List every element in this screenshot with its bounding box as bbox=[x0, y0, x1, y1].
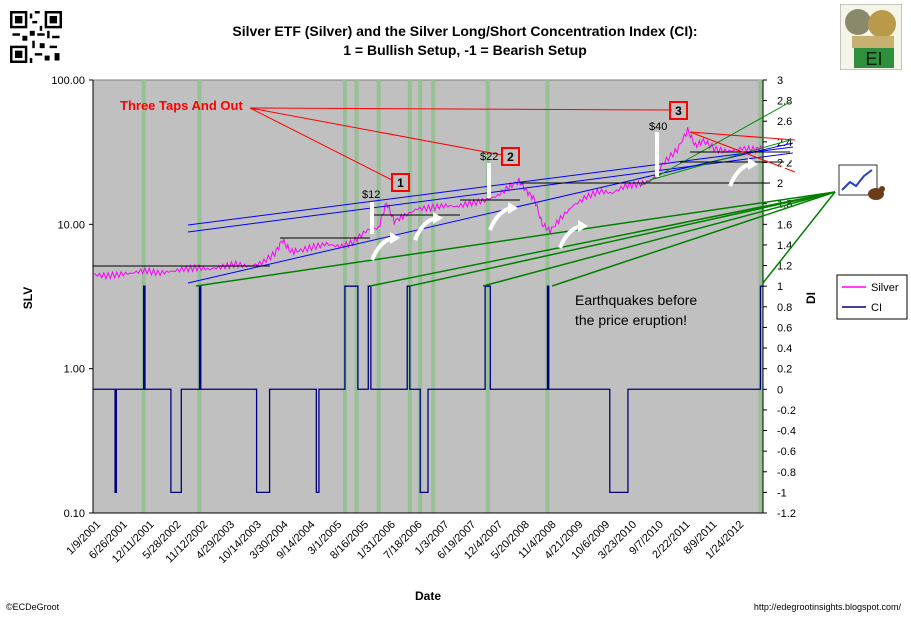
annotation-pointer-line bbox=[689, 131, 796, 141]
earthquakes-label: Earthquakes before bbox=[575, 292, 697, 308]
price-label: $40 bbox=[649, 121, 667, 133]
right-tick-label: 1.4 bbox=[777, 240, 792, 252]
right-tick-label: -1 bbox=[777, 487, 787, 499]
footer-url: http://edegrootinsights.blogspot.com/ bbox=[753, 602, 901, 612]
tap-number-box bbox=[669, 101, 688, 120]
left-tick-label: 100.00 bbox=[51, 75, 85, 87]
trend-line bbox=[639, 101, 791, 187]
qr-code-icon bbox=[10, 11, 62, 63]
right-tick-label: 1.6 bbox=[777, 219, 792, 231]
ci-series-line bbox=[93, 285, 763, 494]
right-tick-label: -0.6 bbox=[777, 446, 796, 458]
legend-label: Silver bbox=[871, 282, 899, 294]
bullish-pointer-line bbox=[369, 191, 836, 287]
right-tick-label: 1 bbox=[777, 281, 783, 293]
event-bar bbox=[354, 80, 359, 513]
bullish-pointer-line bbox=[762, 191, 836, 284]
tap-number-box bbox=[501, 147, 520, 166]
annotation-pointer-line bbox=[249, 107, 673, 111]
three-taps-label: Three Taps And Out bbox=[120, 98, 243, 113]
ei-logo-icon: EI bbox=[840, 4, 902, 70]
price-label: $22 bbox=[480, 151, 498, 163]
right-tick-label: 0 bbox=[777, 384, 783, 396]
right-tick-label: 2 bbox=[777, 178, 783, 190]
x-axis-title: Date bbox=[415, 589, 441, 603]
price-marker bbox=[487, 163, 491, 198]
annotation-pointer-line bbox=[689, 131, 796, 173]
arrow-head bbox=[748, 158, 758, 170]
logo-text: EI bbox=[865, 49, 882, 69]
bullish-pointer-line bbox=[409, 191, 836, 287]
trend-line bbox=[187, 142, 794, 284]
right-tick-label: 2.6 bbox=[777, 116, 792, 128]
event-bar bbox=[418, 80, 423, 513]
right-tick-label: -1.2 bbox=[777, 508, 796, 520]
tap-number-label: 2 bbox=[507, 150, 514, 164]
arrow-head bbox=[798, 146, 808, 158]
arrow-head bbox=[578, 220, 588, 232]
chart-title-line2: 1 = Bullish Setup, -1 = Bearish Setup bbox=[343, 42, 587, 58]
left-axis-title: SLV bbox=[21, 287, 35, 309]
bullish-pointer-line bbox=[482, 191, 836, 287]
tap-number-label: 1 bbox=[397, 176, 404, 190]
right-tick-label: -0.2 bbox=[777, 405, 796, 417]
left-tick-label: 10.00 bbox=[57, 219, 85, 231]
right-tick-label: 1.2 bbox=[777, 261, 792, 273]
price-marker bbox=[655, 132, 659, 177]
right-tick-label: 0.2 bbox=[777, 364, 792, 376]
right-axis-title: DI bbox=[804, 292, 818, 304]
right-tick-label: 0.6 bbox=[777, 322, 792, 334]
bullish-pointer-line bbox=[195, 191, 836, 287]
footer-copyright: ©ECDeGroot bbox=[6, 602, 60, 612]
right-tick-label: 0.8 bbox=[777, 302, 792, 314]
tap-number-box bbox=[391, 173, 410, 192]
arrow-head bbox=[390, 232, 400, 244]
right-tick-label: 0.4 bbox=[777, 343, 792, 355]
right-tick-label: -0.4 bbox=[777, 426, 796, 438]
right-tick-label: 3 bbox=[777, 75, 783, 87]
bullish-pointer-line bbox=[551, 191, 836, 287]
bull-trend-icon bbox=[838, 164, 885, 200]
trend-line bbox=[649, 139, 791, 181]
price-label: $12 bbox=[362, 189, 380, 201]
arrow-head bbox=[508, 202, 518, 214]
chart-title-line1: Silver ETF (Silver) and the Silver Long/… bbox=[232, 23, 698, 39]
legend-label: CI bbox=[871, 302, 882, 314]
left-tick-label: 0.10 bbox=[64, 508, 85, 520]
right-tick-label: 2.8 bbox=[777, 96, 792, 108]
annotation-pointer-line bbox=[249, 107, 503, 156]
price-marker bbox=[370, 202, 374, 234]
annotation-pointer-line bbox=[249, 107, 393, 181]
tap-number-label: 3 bbox=[675, 104, 682, 118]
arrow-head bbox=[433, 212, 443, 224]
event-bar bbox=[485, 80, 490, 513]
right-tick-label: -0.8 bbox=[777, 467, 796, 479]
legend-box bbox=[836, 274, 908, 320]
left-tick-label: 1.00 bbox=[64, 364, 85, 376]
event-bar bbox=[376, 80, 381, 513]
event-bar bbox=[431, 80, 436, 513]
earthquakes-label: the price eruption! bbox=[575, 312, 687, 328]
